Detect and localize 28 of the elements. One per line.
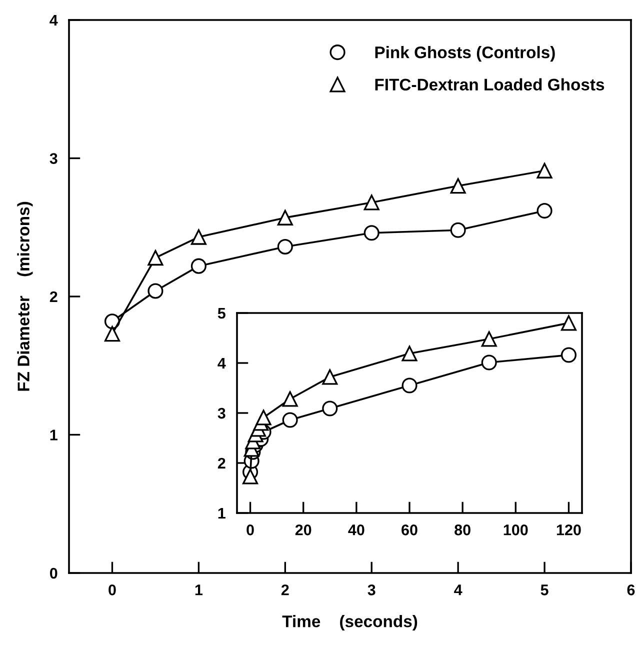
- x-tick-label: 60: [402, 524, 418, 536]
- x-tick-label: 80: [454, 524, 470, 536]
- y-tick-label: 1: [50, 430, 58, 440]
- y-tick-label: 1: [218, 508, 226, 519]
- x-tick-label: 20: [295, 524, 312, 536]
- x-axis-title: Time (seconds): [282, 615, 418, 631]
- x-tick-label: 120: [556, 524, 581, 536]
- x-tick-label: 5: [540, 584, 548, 596]
- x-tick-label: 0: [246, 524, 254, 536]
- y-tick-label: 5: [218, 308, 226, 319]
- legend-label: FITC-Dextran Loaded Ghosts: [375, 78, 604, 91]
- x-tick-label: 100: [504, 524, 528, 536]
- y-tick-label: 3: [218, 408, 226, 419]
- x-tick-label: 6: [627, 584, 635, 596]
- x-tick-label: 4: [454, 584, 462, 596]
- y-tick-label: 4: [218, 358, 226, 369]
- x-tick-label: 1: [195, 584, 203, 596]
- y-tick-label: 0: [50, 568, 58, 579]
- x-tick-label: 2: [281, 584, 289, 596]
- x-tick-label: 40: [348, 524, 364, 536]
- x-tick-label: 0: [108, 584, 116, 596]
- y-tick-label: 3: [50, 153, 58, 164]
- y-tick-label: 2: [218, 458, 226, 469]
- y-tick-label: 4: [50, 15, 58, 26]
- y-axis-title: FZ Diameter (microns): [17, 202, 33, 391]
- x-tick-label: 3: [368, 584, 376, 596]
- legend-label: Pink Ghosts (Controls): [375, 46, 555, 62]
- y-tick-label: 2: [50, 291, 58, 302]
